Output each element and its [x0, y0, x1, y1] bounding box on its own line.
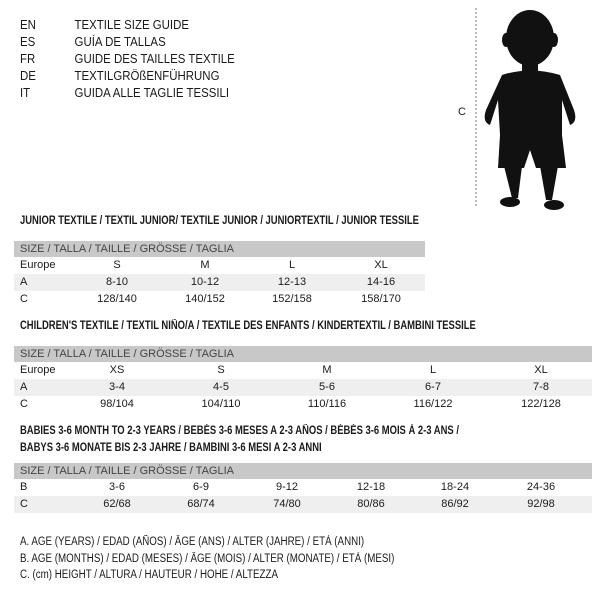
table-row: C 62/68 68/74 74/80 80/86 86/92 92/98 — [14, 496, 592, 513]
cell: 116/122 — [413, 398, 453, 410]
table-row: C 98/104 104/110 110/116 116/122 122/128 — [14, 396, 592, 413]
lang-title: TEXTILE SIZE GUIDE — [74, 17, 189, 32]
table-row: B 3-6 6-9 9-12 12-18 18-24 24-36 — [14, 479, 592, 496]
lang-it: IT GUIDA ALLE TAGLIE TESSILI — [20, 84, 229, 101]
table-row: Europe XS S M L XL — [14, 362, 592, 379]
lang-code: DE — [20, 68, 36, 83]
cell: M — [200, 259, 210, 271]
row-label: A — [20, 381, 28, 393]
cell: 3-6 — [109, 481, 125, 493]
lang-title: TEXTILGRÖßENFÜHRUNG — [74, 68, 220, 83]
junior-size-table: SIZE / TALLA / TAILLE / GRÖSSE / TAGLIA … — [14, 241, 425, 308]
child-silhouette-icon — [475, 8, 576, 210]
lang-de: DE TEXTILGRÖßENFÜHRUNG — [20, 67, 219, 84]
row-label: C — [20, 398, 28, 410]
cell: 92/98 — [527, 498, 555, 510]
lang-title: GUIDA ALLE TAGLIE TESSILI — [74, 85, 230, 100]
cell: 10-12 — [190, 276, 220, 288]
table-row: Europe S M L XL — [14, 257, 425, 274]
children-size-table: SIZE / TALLA / TAILLE / GRÖSSE / TAGLIA … — [14, 346, 592, 413]
cell: 74/80 — [273, 498, 301, 510]
cell: 3-4 — [109, 381, 125, 393]
table-row: A 3-4 4-5 5-6 6-7 7-8 — [14, 379, 592, 396]
junior-section-title: JUNIOR TEXTILE / TEXTIL JUNIOR/ TEXTILE … — [20, 215, 419, 227]
cell: 122/128 — [521, 398, 561, 410]
babies-size-table: SIZE / TALLA / TAILLE / GRÖSSE / TAGLIA … — [14, 463, 592, 513]
cell: L — [288, 259, 296, 271]
row-label: B — [20, 481, 28, 493]
children-section-title: CHILDREN'S TEXTILE / TEXTIL NIÑO/A / TEX… — [20, 320, 476, 332]
lang-title: GUÍA DE TALLAS — [74, 34, 166, 49]
cell: 128/140 — [97, 293, 137, 305]
cell: 110/116 — [307, 398, 347, 410]
lang-en: EN TEXTILE SIZE GUIDE — [20, 16, 189, 33]
cell: S — [113, 259, 121, 271]
cell: XL — [534, 364, 548, 376]
row-label: Europe — [20, 364, 56, 376]
babies-section-title-1: BABIES 3-6 MONTH TO 2-3 YEARS / BEBÉS 3-… — [20, 425, 459, 437]
row-label: Europe — [20, 259, 56, 271]
lang-code: FR — [20, 51, 36, 66]
cell: 98/104 — [100, 398, 134, 410]
table-header: SIZE / TALLA / TAILLE / GRÖSSE / TAGLIA — [14, 346, 592, 362]
cell: 4-5 — [213, 381, 229, 393]
cell: 5-6 — [319, 381, 335, 393]
legend-b: B. AGE (MONTHS) / EDAD (MESES) / ÂGE (MO… — [20, 553, 395, 565]
cell: 104/110 — [201, 398, 241, 410]
cell: 140/152 — [185, 293, 225, 305]
cell: 9-12 — [275, 481, 299, 493]
cell: M — [322, 364, 332, 376]
babies-section-title-2: BABYS 3-6 MONATE BIS 2-3 JAHRE / BAMBINI… — [20, 442, 322, 454]
row-label: C — [20, 293, 28, 305]
cell: 6-7 — [425, 381, 441, 393]
cell: 24-36 — [526, 481, 556, 493]
table-row: A 8-10 10-12 12-13 14-16 — [14, 274, 425, 291]
cell: 7-8 — [533, 381, 549, 393]
table-header: SIZE / TALLA / TAILLE / GRÖSSE / TAGLIA — [14, 463, 592, 479]
lang-code: EN — [20, 17, 36, 32]
cell: 8-10 — [105, 276, 129, 288]
row-label: A — [20, 276, 28, 288]
cell: 62/68 — [103, 498, 131, 510]
cell: 6-9 — [193, 481, 209, 493]
measure-label: C — [458, 106, 466, 118]
cell: 14-16 — [366, 276, 396, 288]
cell: 158/170 — [361, 293, 401, 305]
legend-c: C. (cm) HEIGHT / ALTURA / HAUTEUR / HÖHE… — [20, 569, 278, 581]
cell: 12-18 — [356, 481, 386, 493]
lang-fr: FR GUIDE DES TAILLES TEXTILE — [20, 50, 235, 67]
cell: 86/92 — [441, 498, 469, 510]
lang-es: ES GUÍA DE TALLAS — [20, 33, 166, 50]
cell: 18-24 — [440, 481, 470, 493]
lang-title: GUIDE DES TAILLES TEXTILE — [74, 51, 235, 66]
lang-code: IT — [20, 85, 31, 100]
table-header: SIZE / TALLA / TAILLE / GRÖSSE / TAGLIA — [14, 241, 425, 257]
cell: L — [429, 364, 437, 376]
cell: 152/158 — [272, 293, 312, 305]
cell: 80/86 — [357, 498, 385, 510]
cell: 68/74 — [187, 498, 215, 510]
legend-a: A. AGE (YEARS) / EDAD (AÑOS) / ÂGE (ANS)… — [20, 536, 365, 548]
cell: S — [217, 364, 225, 376]
lang-code: ES — [20, 34, 36, 49]
table-row: C 128/140 140/152 152/158 158/170 — [14, 291, 425, 308]
cell: XS — [109, 364, 125, 376]
cell: 12-13 — [277, 276, 307, 288]
cell: XL — [374, 259, 388, 271]
row-label: C — [20, 498, 28, 510]
